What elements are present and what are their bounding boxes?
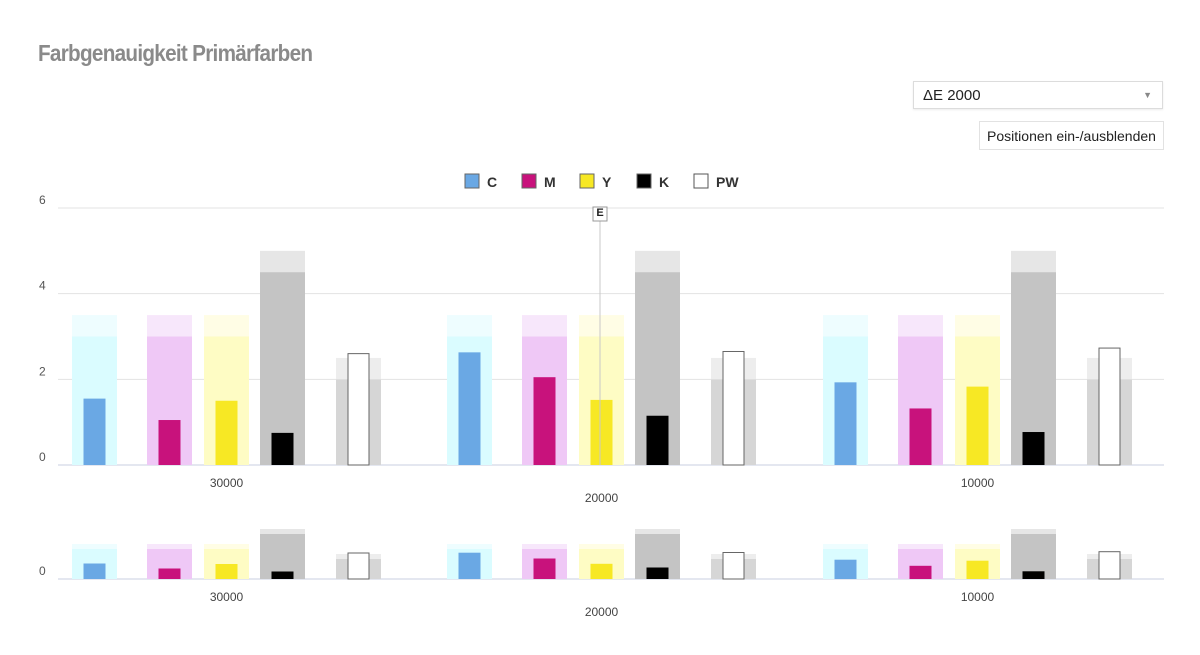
nav-bar-pw-20000 <box>722 552 745 580</box>
toggle-positions-button[interactable]: Positionen ein-/ausblenden <box>979 121 1164 150</box>
nav-bar-y-20000 <box>590 563 613 579</box>
legend-swatch-m <box>521 173 537 189</box>
x-label-30000: 30000 <box>210 476 244 490</box>
bar-k-20000 <box>646 415 669 465</box>
nav-bar-m-30000 <box>158 568 181 579</box>
tolerance-bands <box>72 250 1132 465</box>
page-title: Farbgenauigkeit Primärfarben <box>38 40 313 66</box>
nav-bar-m-20000 <box>533 558 556 579</box>
bar-k-10000 <box>1022 432 1045 465</box>
y-tick-4: 4 <box>39 279 46 293</box>
legend-label-pw: PW <box>716 174 739 190</box>
bar-m-20000 <box>533 377 556 465</box>
nav-bar-c-10000 <box>834 559 857 579</box>
y-tick-6: 6 <box>39 193 46 207</box>
nav-bar-y-10000 <box>966 560 989 579</box>
nav-bar-k-30000 <box>271 571 294 579</box>
metric-select-value: ΔE 2000 <box>923 87 981 104</box>
legend-label-c: C <box>487 174 497 190</box>
tooltip-label: E <box>596 207 603 219</box>
bar-m-30000 <box>158 420 181 465</box>
bars <box>83 347 1121 466</box>
bar-c-20000 <box>458 352 481 465</box>
bar-pw-10000 <box>1098 347 1121 466</box>
bar-y-20000 <box>590 399 613 465</box>
legend-swatch-c <box>464 173 480 189</box>
legend: C M Y K PW <box>464 173 739 190</box>
x-axis-labels: 30000 20000 10000 <box>210 476 995 505</box>
nav-x-label-30000: 30000 <box>210 590 244 604</box>
bar-k-30000 <box>271 432 294 465</box>
nav-x-label-10000: 10000 <box>961 590 995 604</box>
bar-y-10000 <box>966 386 989 465</box>
nav-x-label-20000: 20000 <box>585 605 619 619</box>
nav-bar-pw-30000 <box>347 552 370 580</box>
nav-bar-m-10000 <box>909 565 932 579</box>
triangle-down-icon: ▼ <box>1143 90 1152 100</box>
nav-bar-pw-10000 <box>1098 551 1121 580</box>
nav-bar-c-20000 <box>458 552 481 579</box>
legend-swatch-pw <box>693 173 709 189</box>
y-tick-2: 2 <box>39 364 46 378</box>
bar-c-10000 <box>834 382 857 465</box>
tooltip: E <box>592 206 608 465</box>
legend-swatch-k <box>636 173 652 189</box>
bar-c-30000 <box>83 398 106 465</box>
y-tick-0: 0 <box>39 450 46 464</box>
legend-label-y: Y <box>602 174 612 190</box>
metric-select[interactable]: ΔE 2000 ▼ <box>913 81 1163 109</box>
legend-label-m: M <box>544 174 556 190</box>
navigator-y-tick-0: 0 <box>39 564 46 578</box>
x-label-20000: 20000 <box>585 491 619 505</box>
navigator[interactable]: 0 30000 20000 10000 <box>39 529 1164 619</box>
nav-bar-y-30000 <box>215 564 238 579</box>
nav-bar-c-30000 <box>83 563 106 579</box>
bar-m-10000 <box>909 408 932 465</box>
legend-swatch-y <box>579 173 595 189</box>
bar-pw-20000 <box>722 350 745 466</box>
nav-bar-k-20000 <box>646 567 669 579</box>
legend-label-k: K <box>659 174 669 190</box>
bar-pw-30000 <box>347 353 370 466</box>
nav-bar-k-10000 <box>1022 571 1045 579</box>
bar-y-30000 <box>215 400 238 465</box>
x-label-10000: 10000 <box>961 476 995 490</box>
